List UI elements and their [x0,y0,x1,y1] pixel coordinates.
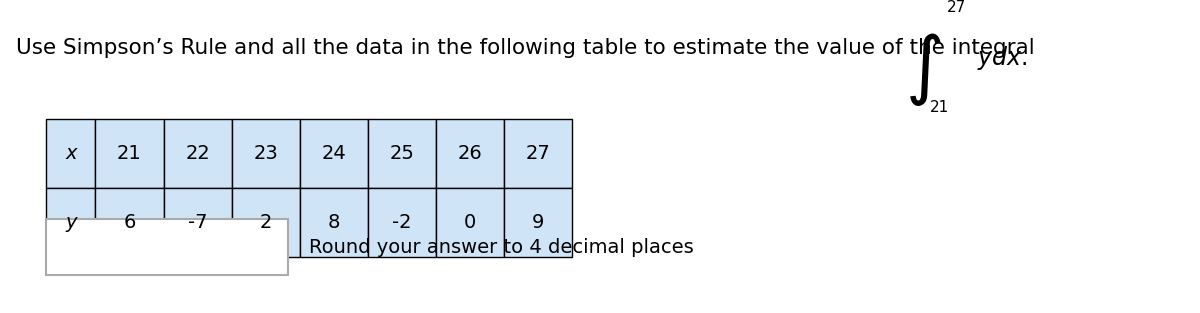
Text: 21: 21 [930,100,949,115]
FancyBboxPatch shape [163,119,232,188]
Text: y: y [65,213,77,232]
FancyBboxPatch shape [163,188,232,257]
Text: 23: 23 [253,144,278,163]
FancyBboxPatch shape [504,119,571,188]
Text: $ydx.$: $ydx.$ [977,44,1027,72]
Text: Use Simpson’s Rule and all the data in the following table to estimate the value: Use Simpson’s Rule and all the data in t… [17,38,1036,58]
Text: 24: 24 [322,144,346,163]
FancyBboxPatch shape [46,188,96,257]
Text: 21: 21 [118,144,142,163]
FancyBboxPatch shape [96,188,163,257]
FancyBboxPatch shape [96,119,163,188]
Text: -2: -2 [392,213,412,232]
Text: 6: 6 [124,213,136,232]
FancyBboxPatch shape [46,119,96,188]
FancyBboxPatch shape [300,188,367,257]
FancyBboxPatch shape [436,119,504,188]
FancyBboxPatch shape [46,219,288,275]
Text: 27: 27 [947,0,966,15]
Text: 8: 8 [328,213,340,232]
FancyBboxPatch shape [232,119,300,188]
Text: 25: 25 [389,144,414,163]
Text: 22: 22 [185,144,210,163]
Text: -7: -7 [187,213,208,232]
Text: 0: 0 [463,213,476,232]
Text: 27: 27 [526,144,550,163]
Text: 26: 26 [457,144,482,163]
FancyBboxPatch shape [367,188,436,257]
Text: 2: 2 [259,213,271,232]
FancyBboxPatch shape [504,188,571,257]
Text: Round your answer to 4 decimal places: Round your answer to 4 decimal places [310,238,695,257]
Text: $\int$: $\int$ [905,31,942,108]
FancyBboxPatch shape [436,188,504,257]
Text: x: x [65,144,77,163]
FancyBboxPatch shape [232,188,300,257]
FancyBboxPatch shape [300,119,367,188]
Text: 9: 9 [532,213,544,232]
FancyBboxPatch shape [367,119,436,188]
